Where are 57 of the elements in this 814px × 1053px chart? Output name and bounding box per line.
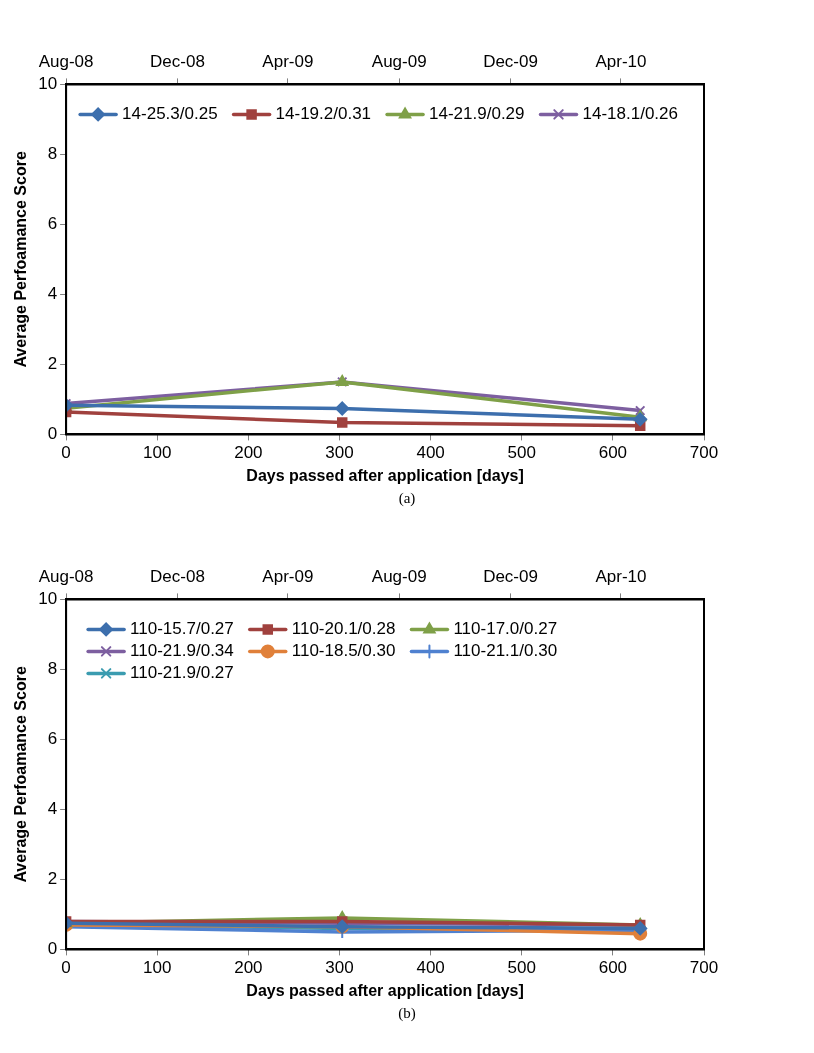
y-tick-label: 6 xyxy=(47,729,58,749)
y-tick-label: 4 xyxy=(47,799,58,819)
text: (a) xyxy=(397,490,417,507)
y-tick-label: 8 xyxy=(47,659,58,679)
x2-tick-label: Aug-09 xyxy=(371,567,427,587)
legend-label: 110-15.7/0.27 xyxy=(130,619,234,639)
y-tick-label: 0 xyxy=(47,939,58,959)
legend-label: 110-21.9/0.34 xyxy=(130,641,234,661)
y-tick-label: 10 xyxy=(38,589,58,609)
x2-tick-label: Dec-09 xyxy=(483,567,538,587)
legend-label: 110-21.1/0.30 xyxy=(453,641,558,661)
x2-tick-label: Apr-10 xyxy=(595,52,647,72)
x-axis-title: Days passed after application [days] xyxy=(246,466,524,484)
x-tick-label: 300 xyxy=(325,443,354,463)
x-tick-label: 200 xyxy=(234,443,263,463)
x-tick-label: 500 xyxy=(507,958,536,978)
y-tick-label: 8 xyxy=(47,144,58,164)
x2-tick-label: Apr-10 xyxy=(595,567,647,587)
legend-label: 14-25.3/0.25 xyxy=(122,104,218,124)
legend-label: 14-18.1/0.26 xyxy=(582,104,678,124)
x2-tick-label: Dec-09 xyxy=(483,52,538,72)
legend-label: 14-19.2/0.31 xyxy=(275,104,372,124)
x2-tick-label: Aug-08 xyxy=(38,52,94,72)
x-tick-label: 600 xyxy=(598,443,628,463)
x2-tick-label: Aug-08 xyxy=(38,567,94,587)
y-axis-title: Average Perfoamance Score xyxy=(12,666,30,883)
x-axis-title: Days passed after application [days] xyxy=(246,981,524,999)
x-tick-label: 500 xyxy=(507,443,536,463)
x2-tick-label: Dec-08 xyxy=(150,567,205,587)
y-axis-title: Average Perfoamance Score xyxy=(12,151,30,368)
text: (b) xyxy=(397,1005,417,1022)
y-tick-label: 4 xyxy=(47,284,58,304)
legend-label: 110-18.5/0.30 xyxy=(291,641,396,661)
y-tick-label: 10 xyxy=(38,74,58,94)
x-tick-label: 0 xyxy=(61,958,71,978)
x2-tick-label: Apr-09 xyxy=(262,567,314,587)
legend-label: 110-20.1/0.28 xyxy=(291,619,396,639)
y-tick-label: 2 xyxy=(47,354,58,374)
x2-tick-label: Aug-09 xyxy=(371,52,427,72)
y-tick-label: 2 xyxy=(47,869,58,889)
x2-tick-label: Apr-09 xyxy=(262,52,314,72)
x-tick-label: 100 xyxy=(143,958,172,978)
x-tick-label: 400 xyxy=(416,443,445,463)
legend-label: 14-21.9/0.29 xyxy=(429,104,525,124)
x-tick-label: 600 xyxy=(598,958,628,978)
y-tick-label: 0 xyxy=(47,424,58,444)
x-tick-label: 700 xyxy=(689,443,719,463)
x-tick-label: 200 xyxy=(234,958,263,978)
x-tick-label: 400 xyxy=(416,958,445,978)
x-tick-label: 700 xyxy=(689,958,719,978)
x-tick-label: 300 xyxy=(325,958,354,978)
x-tick-label: 0 xyxy=(61,443,71,463)
legend-label: 110-17.0/0.27 xyxy=(453,619,558,639)
legend-label: 110-21.9/0.27 xyxy=(130,663,234,683)
x-tick-label: 100 xyxy=(143,443,172,463)
y-tick-label: 6 xyxy=(47,214,58,234)
x2-tick-label: Dec-08 xyxy=(150,52,205,72)
